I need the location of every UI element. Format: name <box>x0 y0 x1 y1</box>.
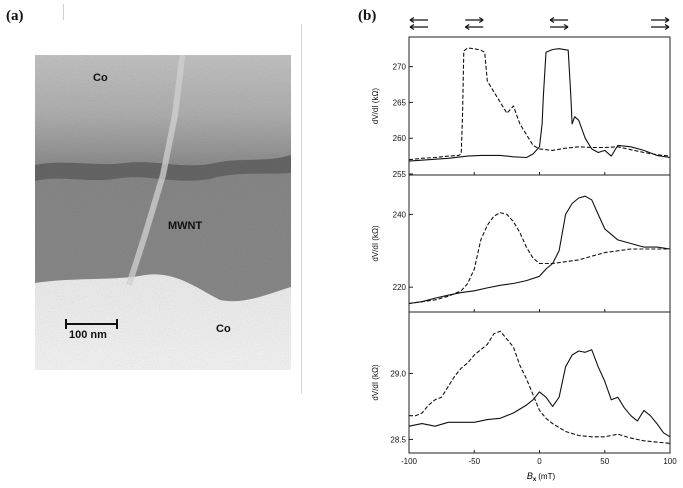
y-tick-label: 270 <box>393 63 407 72</box>
y-axis-label-1: dV/dI (kΩ) <box>371 88 380 125</box>
arrow-head <box>409 16 415 24</box>
panel-frame-3 <box>408 311 671 454</box>
panel-b-label: (b) <box>358 8 377 24</box>
y-tick-label: 265 <box>393 98 407 107</box>
x-tick-label: 100 <box>663 457 677 466</box>
x-tick-label: 0 <box>537 457 542 466</box>
y-tick-label: 240 <box>393 210 407 219</box>
y-tick-label: 255 <box>393 170 407 179</box>
series-solid-panel-1 <box>408 48 671 162</box>
y-tick-label: 28.5 <box>390 435 406 444</box>
arrow-head <box>409 23 415 31</box>
x-axis-label: Bx (mT) <box>527 471 556 483</box>
panel-a-label: (a) <box>6 8 24 24</box>
y-tick-label: 220 <box>393 283 407 292</box>
y-axis-label-3: dV/dI (kΩ) <box>371 364 380 401</box>
series-dashed-panel-2 <box>408 212 670 305</box>
y-tick-label: 29.0 <box>390 369 406 378</box>
y-tick-label: 260 <box>393 134 407 143</box>
label-mwnt: MWNT <box>168 220 203 232</box>
panel-divider <box>301 24 302 394</box>
panel-frame-1 <box>408 36 671 176</box>
x-tick-label: 50 <box>600 457 609 466</box>
x-tick-label: -100 <box>401 457 418 466</box>
label-co-top: Co <box>93 72 108 84</box>
series-solid-panel-2 <box>408 195 671 305</box>
arrow-head <box>664 23 670 31</box>
scale-bar-label: 100 nm <box>69 329 107 341</box>
x-tick-label: -50 <box>468 457 480 466</box>
scale-bar <box>65 319 118 329</box>
label-co-bottom: Co <box>216 323 231 335</box>
crop-line <box>63 4 64 20</box>
micrograph-image <box>35 55 291 370</box>
sem-micrograph: Co MWNT Co 100 nm <box>35 55 291 370</box>
series-dashed-panel-3 <box>409 330 671 444</box>
arrow-head <box>563 23 569 31</box>
series-solid-panel-3 <box>408 349 671 438</box>
arrow-head <box>664 16 670 24</box>
arrow-head <box>478 16 484 24</box>
y-axis-label-2: dV/dI (kΩ) <box>371 225 380 262</box>
arrow-head <box>464 23 470 31</box>
arrow-head <box>549 16 555 24</box>
